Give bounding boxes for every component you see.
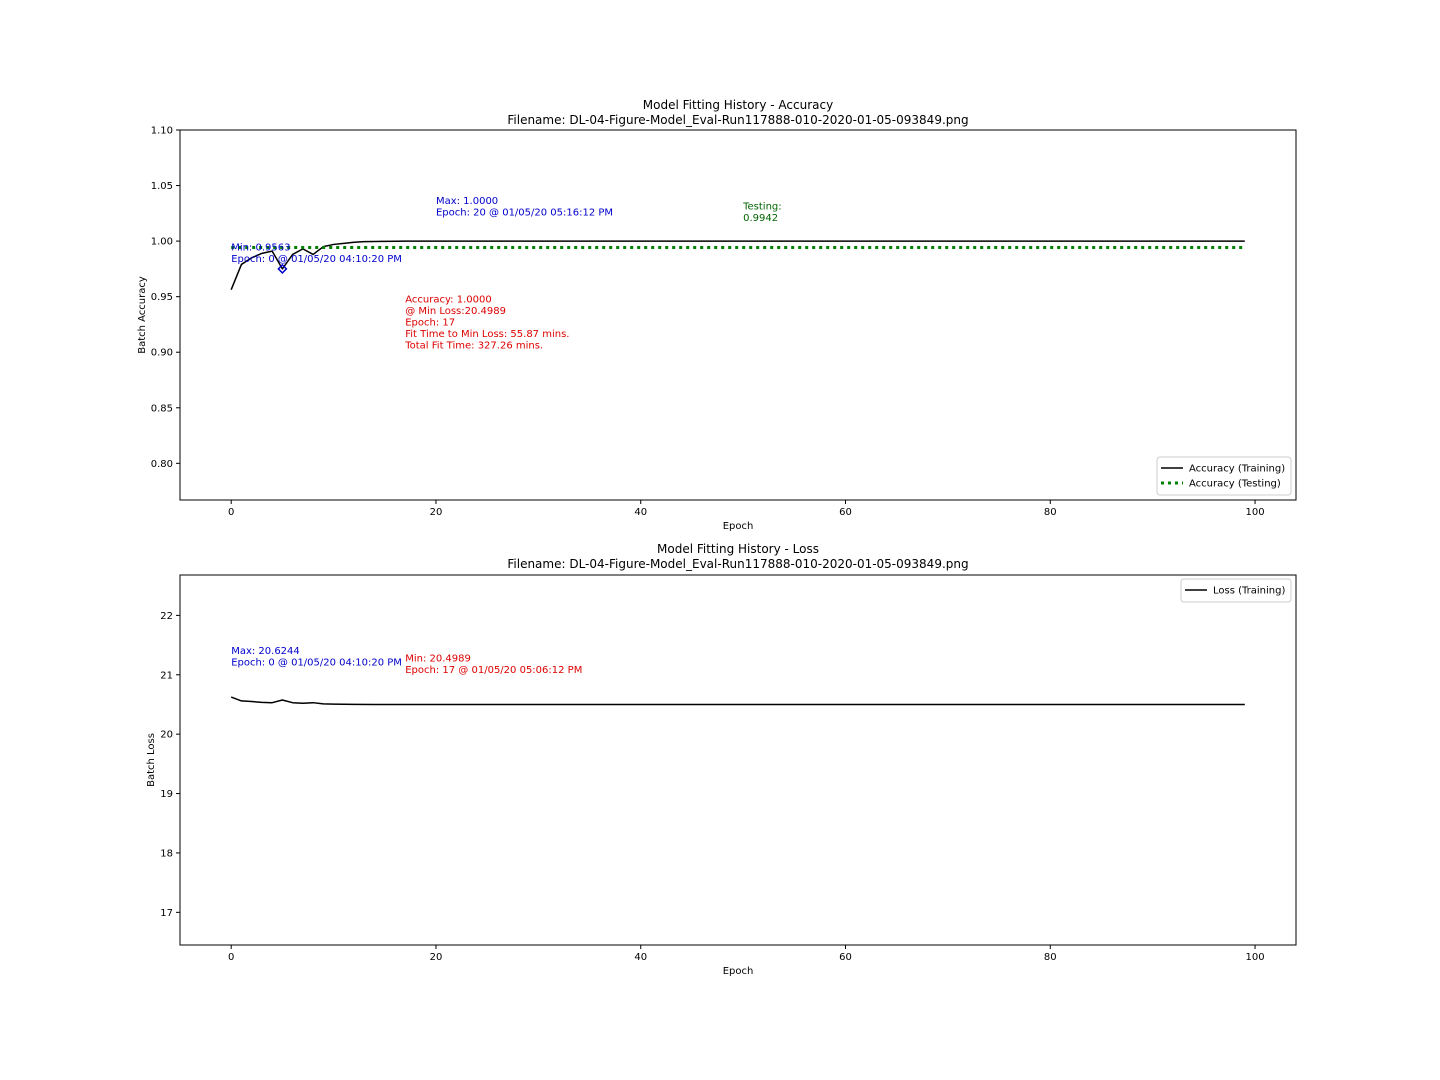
accuracy-x-tick-label: 0 xyxy=(228,507,234,518)
accuracy-y-tick-label: 0.80 xyxy=(151,459,173,470)
loss-legend-box xyxy=(1180,578,1292,603)
loss-y-axis-label: Batch Loss xyxy=(146,733,157,787)
loss-x-tick-label: 80 xyxy=(1044,952,1057,963)
accuracy-annotation-line: Min: 0.9563 xyxy=(231,243,290,254)
accuracy-annotation-3: Testing: 0.9942 xyxy=(742,201,782,224)
loss-annotation-1: Max: 20.6244 Epoch: 0 @ 01/05/20 04:10:20… xyxy=(231,646,402,669)
loss-y-tick-label: 17 xyxy=(160,908,173,919)
accuracy-x-tick-label: 100 xyxy=(1245,507,1264,518)
accuracy-series-line-1 xyxy=(230,240,1245,290)
loss-annotation-2: Min: 20.4989 Epoch: 17 @ 01/05/20 05:06:1… xyxy=(405,654,582,677)
loss-annotation-line: Epoch: 0 @ 01/05/20 04:10:20 PM xyxy=(231,657,402,668)
loss-annotation-line: Min: 20.4989 xyxy=(405,654,471,665)
accuracy-min-marker xyxy=(277,263,288,274)
accuracy-annotation-line: Max: 1.0000 xyxy=(436,196,498,207)
loss-marks xyxy=(179,574,1297,946)
accuracy-annotation-4: Accuracy: 1.0000 @ Min Loss:20.4989 Epoch:… xyxy=(404,294,569,351)
loss-title: Model Fitting History - Loss xyxy=(657,542,819,556)
accuracy-x-tick-label: 80 xyxy=(1044,507,1057,518)
accuracy-y-tick-label: 0.90 xyxy=(151,348,173,359)
accuracy-annotation-1: Min: 0.9563 Epoch: 0 @ 01/05/20 04:10:20 … xyxy=(231,243,402,265)
accuracy-x-axis-label: Epoch xyxy=(723,521,754,532)
accuracy-annotation-line: @ Min Loss:20.4989 xyxy=(405,306,506,317)
accuracy-title: Model Fitting History - Accuracy xyxy=(643,98,833,112)
loss-x-tick-label: 20 xyxy=(430,952,443,963)
accuracy-annotation-2: Max: 1.0000 Epoch: 20 @ 01/05/20 05:16:12… xyxy=(436,196,613,219)
accuracy-subtitle: Filename: DL-04-Figure-Model_Eval-Run117… xyxy=(507,113,968,127)
accuracy-y-tick-label: 0.95 xyxy=(151,292,173,303)
accuracy-x-tick-label: 40 xyxy=(634,507,647,518)
loss-legend: Loss (Training) xyxy=(1180,578,1292,603)
accuracy-annotation-line: Testing: xyxy=(742,201,782,212)
accuracy-annotation-line: Accuracy: 1.0000 xyxy=(405,294,491,305)
loss-annotations: Max: 20.6244 Epoch: 0 @ 01/05/20 04:10:20… xyxy=(231,646,582,676)
loss-y-tick-label: 22 xyxy=(160,611,173,622)
accuracy-subplot: Model Fitting History - Accuracy Filenam… xyxy=(137,98,1297,532)
loss-ticks: 0 20 40 60 80 100 17 18 19 20 21 22 xyxy=(160,611,1264,963)
accuracy-legend-label: Accuracy (Testing) xyxy=(1189,479,1281,490)
loss-annotation-line: Epoch: 17 @ 01/05/20 05:06:12 PM xyxy=(405,665,582,676)
loss-y-tick-label: 19 xyxy=(160,789,173,800)
accuracy-y-tick-label: 0.85 xyxy=(151,403,173,414)
accuracy-annotation-line: Epoch: 0 @ 01/05/20 04:10:20 PM xyxy=(231,254,402,265)
loss-axes-frame xyxy=(179,574,1297,946)
loss-x-axis-label: Epoch xyxy=(723,966,754,977)
accuracy-annotation-line: Fit Time to Min Loss: 55.87 mins. xyxy=(405,329,569,340)
loss-y-tick-label: 18 xyxy=(160,848,173,859)
loss-x-tick-label: 60 xyxy=(839,952,852,963)
loss-x-tick-label: 0 xyxy=(228,952,234,963)
accuracy-x-tick-label: 60 xyxy=(839,507,852,518)
loss-y-tick-label: 20 xyxy=(160,730,173,741)
loss-annotation-line: Max: 20.6244 xyxy=(231,646,300,657)
accuracy-legend-box xyxy=(1156,456,1292,496)
accuracy-annotation-line: Epoch: 17 xyxy=(405,317,455,328)
accuracy-y-tick-label: 1.00 xyxy=(151,237,173,248)
accuracy-annotation-line: 0.9942 xyxy=(743,213,778,224)
accuracy-axes-frame xyxy=(179,129,1297,501)
loss-legend-label: Loss (Training) xyxy=(1213,586,1285,597)
accuracy-ticks: 0 20 40 60 80 100 0.80 0.85 0.90 0.95 1.00 1.05 1.10 xyxy=(151,126,1265,519)
loss-y-tick-label: 21 xyxy=(160,670,173,681)
loss-subtitle: Filename: DL-04-Figure-Model_Eval-Run117… xyxy=(507,557,968,571)
accuracy-legend: Accuracy (Training) Accuracy (Testing) xyxy=(1156,456,1292,496)
loss-subplot: Model Fitting History - Loss Filename: D… xyxy=(146,542,1297,977)
accuracy-annotations: Min: 0.9563 Epoch: 0 @ 01/05/20 04:10:20 … xyxy=(231,196,781,352)
accuracy-y-tick-label: 1.05 xyxy=(151,181,173,192)
loss-x-tick-label: 40 xyxy=(634,952,647,963)
accuracy-y-axis-label: Batch Accuracy xyxy=(137,276,148,354)
accuracy-y-tick-label: 1.10 xyxy=(151,126,173,137)
loss-x-tick-label: 100 xyxy=(1245,952,1264,963)
accuracy-legend-label: Accuracy (Training) xyxy=(1189,464,1285,475)
accuracy-x-tick-label: 20 xyxy=(430,507,443,518)
loss-series-line-1 xyxy=(230,696,1245,706)
accuracy-annotation-line: Epoch: 20 @ 01/05/20 05:16:12 PM xyxy=(436,207,613,218)
accuracy-marks xyxy=(179,129,1297,501)
accuracy-annotation-line: Total Fit Time: 327.26 mins. xyxy=(404,340,543,351)
